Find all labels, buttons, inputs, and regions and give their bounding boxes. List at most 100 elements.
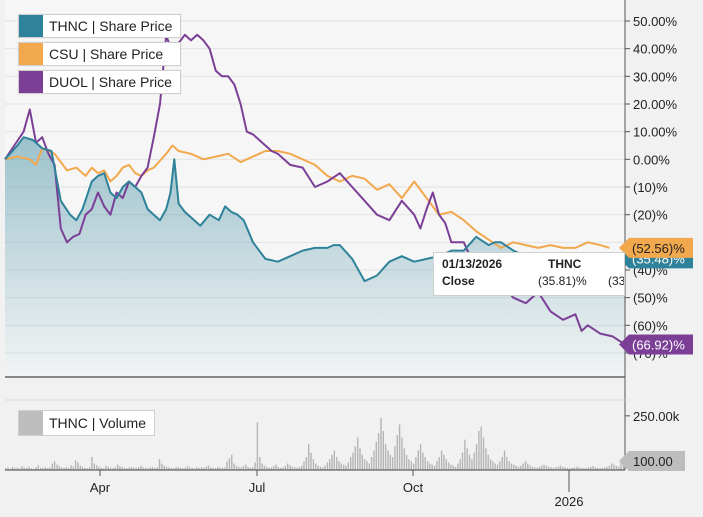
volume-bar: [592, 466, 594, 470]
volume-bar: [329, 459, 331, 470]
end-label-csu-shape: [619, 237, 693, 258]
volume-bar: [51, 463, 53, 470]
volume-bar: [252, 467, 254, 470]
volume-bar: [149, 467, 151, 470]
volume-bar: [450, 464, 452, 470]
volume-bar: [74, 460, 77, 471]
volume-bar: [354, 446, 356, 470]
volume-bar: [93, 463, 95, 470]
volume-bar: [597, 467, 599, 470]
volume-bar: [84, 467, 86, 470]
volume-bar: [165, 466, 168, 471]
volume-bar: [284, 465, 287, 470]
legend-label-duol: DUOL | Share Price: [49, 74, 172, 90]
volume-bar: [541, 465, 543, 470]
volume-bar: [548, 466, 550, 471]
volume-bar: [417, 450, 419, 470]
volume-bar: [473, 452, 475, 470]
tooltip-date: 01/13/2026: [442, 257, 503, 271]
thnc-line[interactable]: [4, 136, 626, 283]
volume-bar: [611, 463, 613, 470]
legend-item-duol[interactable]: DUOL | Share Price: [18, 70, 182, 94]
volume-bar: [142, 467, 144, 470]
volume-bar: [587, 467, 590, 470]
legend-item-thnc[interactable]: THNC | Share Price: [18, 14, 182, 38]
legend-item-csu[interactable]: CSU | Share Price: [18, 42, 182, 66]
volume-bar: [331, 454, 333, 470]
volume-bar: [298, 467, 301, 470]
volume-bar: [422, 452, 424, 470]
volume-bar: [447, 462, 450, 470]
x-axis: Apr Jul Oct 2026: [90, 470, 583, 509]
volume-bar: [77, 462, 79, 470]
volume-bar: [26, 468, 28, 470]
volume-bar: [517, 466, 520, 471]
volume-bar: [583, 468, 585, 470]
end-label-csu: (52.56)%: [619, 237, 693, 258]
volume-bar: [618, 466, 620, 471]
volume-bar: [415, 457, 417, 470]
volume-bar: [200, 467, 203, 470]
volume-bar: [126, 468, 128, 470]
volume-bar: [179, 467, 182, 470]
volume-bar: [40, 467, 42, 470]
volume-bar: [382, 431, 384, 470]
volume-bar: [133, 467, 135, 470]
tooltip-header-row: 01/13/2026 THNC: [442, 257, 620, 273]
volume-bar: [5, 468, 7, 470]
volume-bar: [114, 467, 116, 470]
volume-bars: [5, 418, 625, 471]
volume-bar: [210, 467, 212, 470]
volume-bar: [37, 465, 39, 470]
tooltip-row-label: Close: [442, 274, 475, 288]
volume-bar: [12, 467, 14, 470]
volume-bar: [438, 457, 440, 470]
volume-bar: [23, 467, 25, 470]
volume-bar: [240, 467, 242, 470]
volume-bar: [105, 465, 107, 470]
volume-bar: [403, 448, 405, 470]
legend-label-volume: THNC | Volume: [49, 415, 146, 431]
volume-bar: [487, 454, 489, 470]
volume-bar: [121, 467, 123, 470]
volume-bar: [594, 467, 597, 470]
legend-item-volume[interactable]: THNC | Volume: [18, 410, 155, 436]
volume-bar: [322, 467, 324, 470]
volume-bar: [79, 465, 81, 470]
volume-bar: [98, 466, 100, 471]
volume-bar: [515, 465, 517, 470]
volume-bar: [301, 465, 303, 470]
volume-bar: [564, 467, 566, 470]
volume-bar: [585, 468, 587, 470]
volume-bar: [305, 457, 308, 470]
volume-bar: [606, 466, 608, 471]
volume-bar: [370, 457, 373, 470]
volume-bar: [119, 466, 121, 470]
volume-bar: [16, 467, 19, 470]
volume-bar: [459, 459, 461, 470]
volume-bar: [384, 444, 387, 470]
volume-bar: [396, 435, 398, 470]
volume-bar: [503, 450, 506, 470]
volume-bar: [151, 467, 154, 470]
volume-bar: [44, 467, 46, 470]
volume-bar: [282, 467, 284, 470]
volume-bar: [431, 464, 433, 470]
volume-bar: [256, 422, 259, 470]
volume-bar: [506, 457, 508, 470]
volume-bar: [443, 454, 445, 470]
end-label-duol-text: (66.92)%: [632, 337, 685, 352]
volume-axis: 250.00k 100.00: [619, 409, 685, 471]
volume-bar: [7, 467, 9, 470]
volume-bar: [315, 463, 317, 470]
csu-line[interactable]: [4, 144, 610, 249]
volume-bar: [531, 466, 534, 471]
volume-bar: [357, 437, 359, 470]
volume-bar: [67, 467, 70, 470]
volume-bar: [228, 458, 231, 470]
volume-bar: [550, 467, 552, 470]
volume-bar: [562, 466, 564, 471]
thnc-area: [5, 137, 625, 378]
volume-bar: [63, 468, 65, 470]
volume-bar: [615, 465, 618, 470]
